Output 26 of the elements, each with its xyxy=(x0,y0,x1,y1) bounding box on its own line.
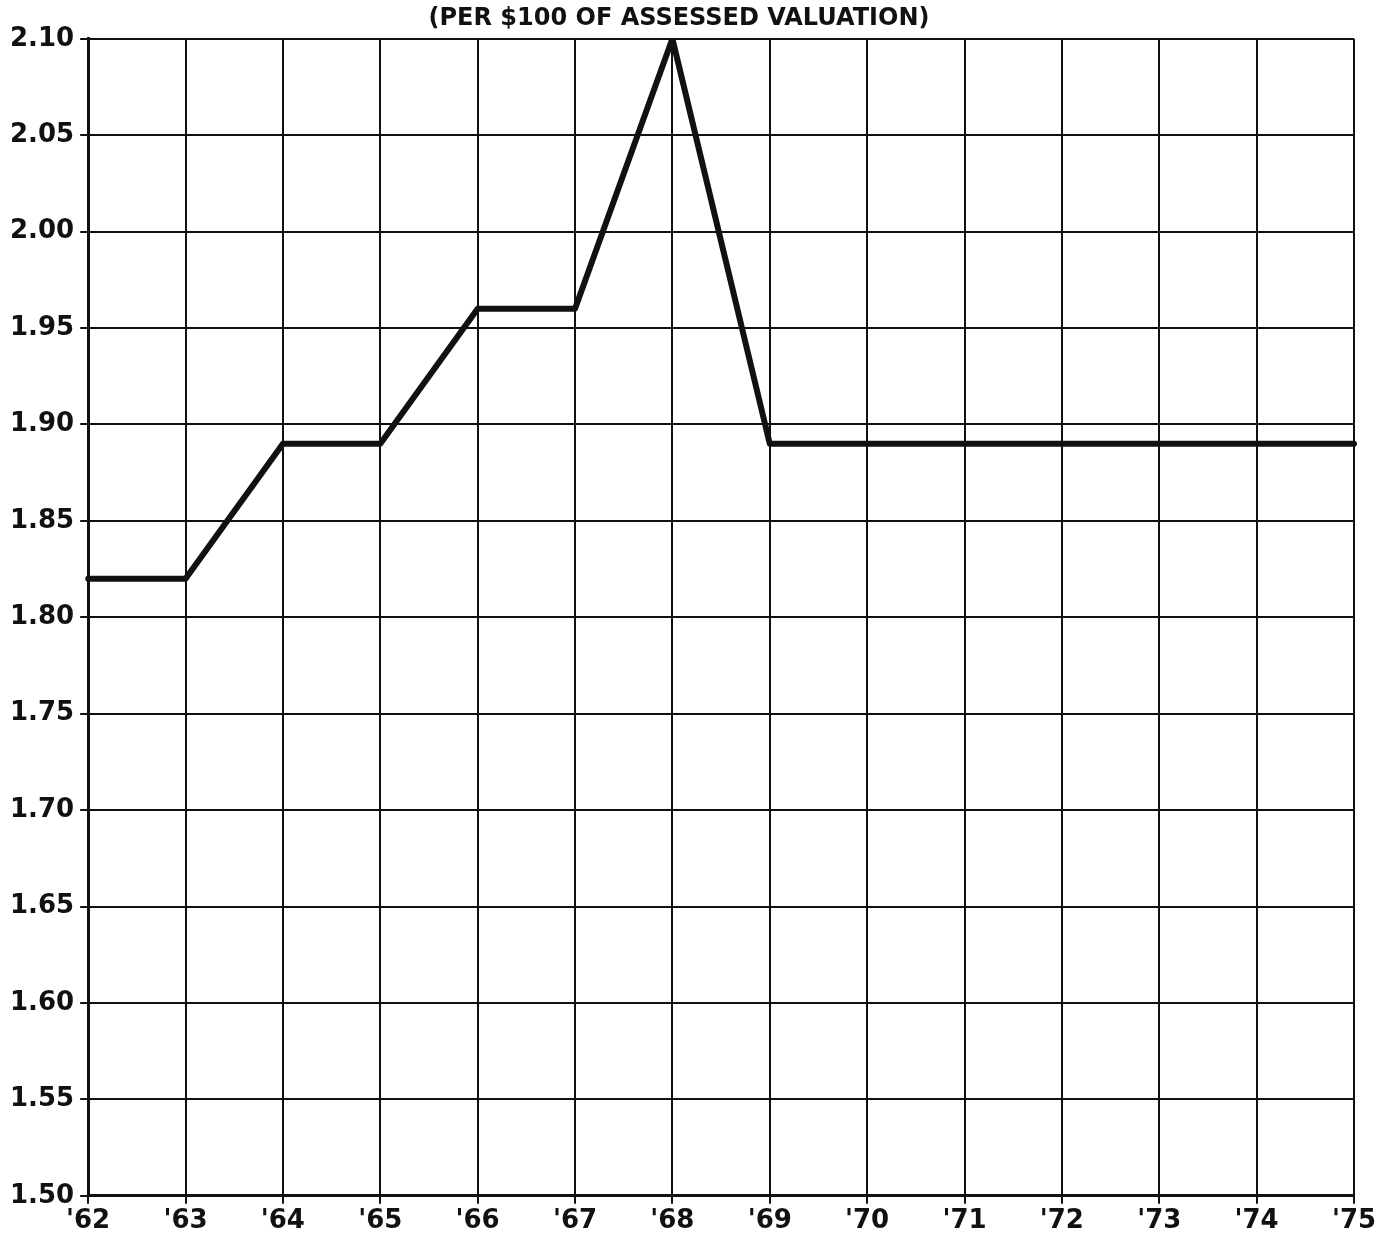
x-tick-label: '69 xyxy=(747,1204,792,1235)
x-tick-label: '65 xyxy=(358,1204,403,1235)
y-tick-label: 1.55 xyxy=(9,1082,75,1113)
y-tick-label: 1.70 xyxy=(9,792,75,823)
y-tick-label: 1.80 xyxy=(9,600,75,631)
x-tick-label: '73 xyxy=(1137,1204,1182,1235)
x-tick-label: '72 xyxy=(1039,1204,1084,1235)
x-tick-label: '70 xyxy=(845,1204,890,1235)
x-tick-label: '71 xyxy=(942,1204,987,1235)
y-tick-label: 1.60 xyxy=(9,985,75,1016)
y-tick-label: 2.10 xyxy=(9,21,75,52)
y-tick-label: 2.05 xyxy=(9,117,75,148)
chart-title: (PER $100 OF ASSESSED VALUATION) xyxy=(428,2,930,31)
y-tick-label: 1.90 xyxy=(9,407,75,438)
x-tick-label: '66 xyxy=(455,1204,500,1235)
x-tick-label: '64 xyxy=(260,1204,305,1235)
x-tick-label: '75 xyxy=(1331,1204,1377,1235)
x-tick-label: '68 xyxy=(650,1204,695,1235)
y-tick-label: 1.65 xyxy=(9,889,75,920)
y-tick-label: 1.75 xyxy=(9,696,75,727)
y-tick-label: 2.00 xyxy=(9,214,75,245)
y-tick-label: 1.95 xyxy=(9,310,75,341)
x-tick-label: '74 xyxy=(1234,1204,1279,1235)
y-tick-label: 1.85 xyxy=(9,503,75,534)
x-tick-label: '63 xyxy=(163,1204,208,1235)
x-tick-label: '67 xyxy=(552,1204,598,1235)
